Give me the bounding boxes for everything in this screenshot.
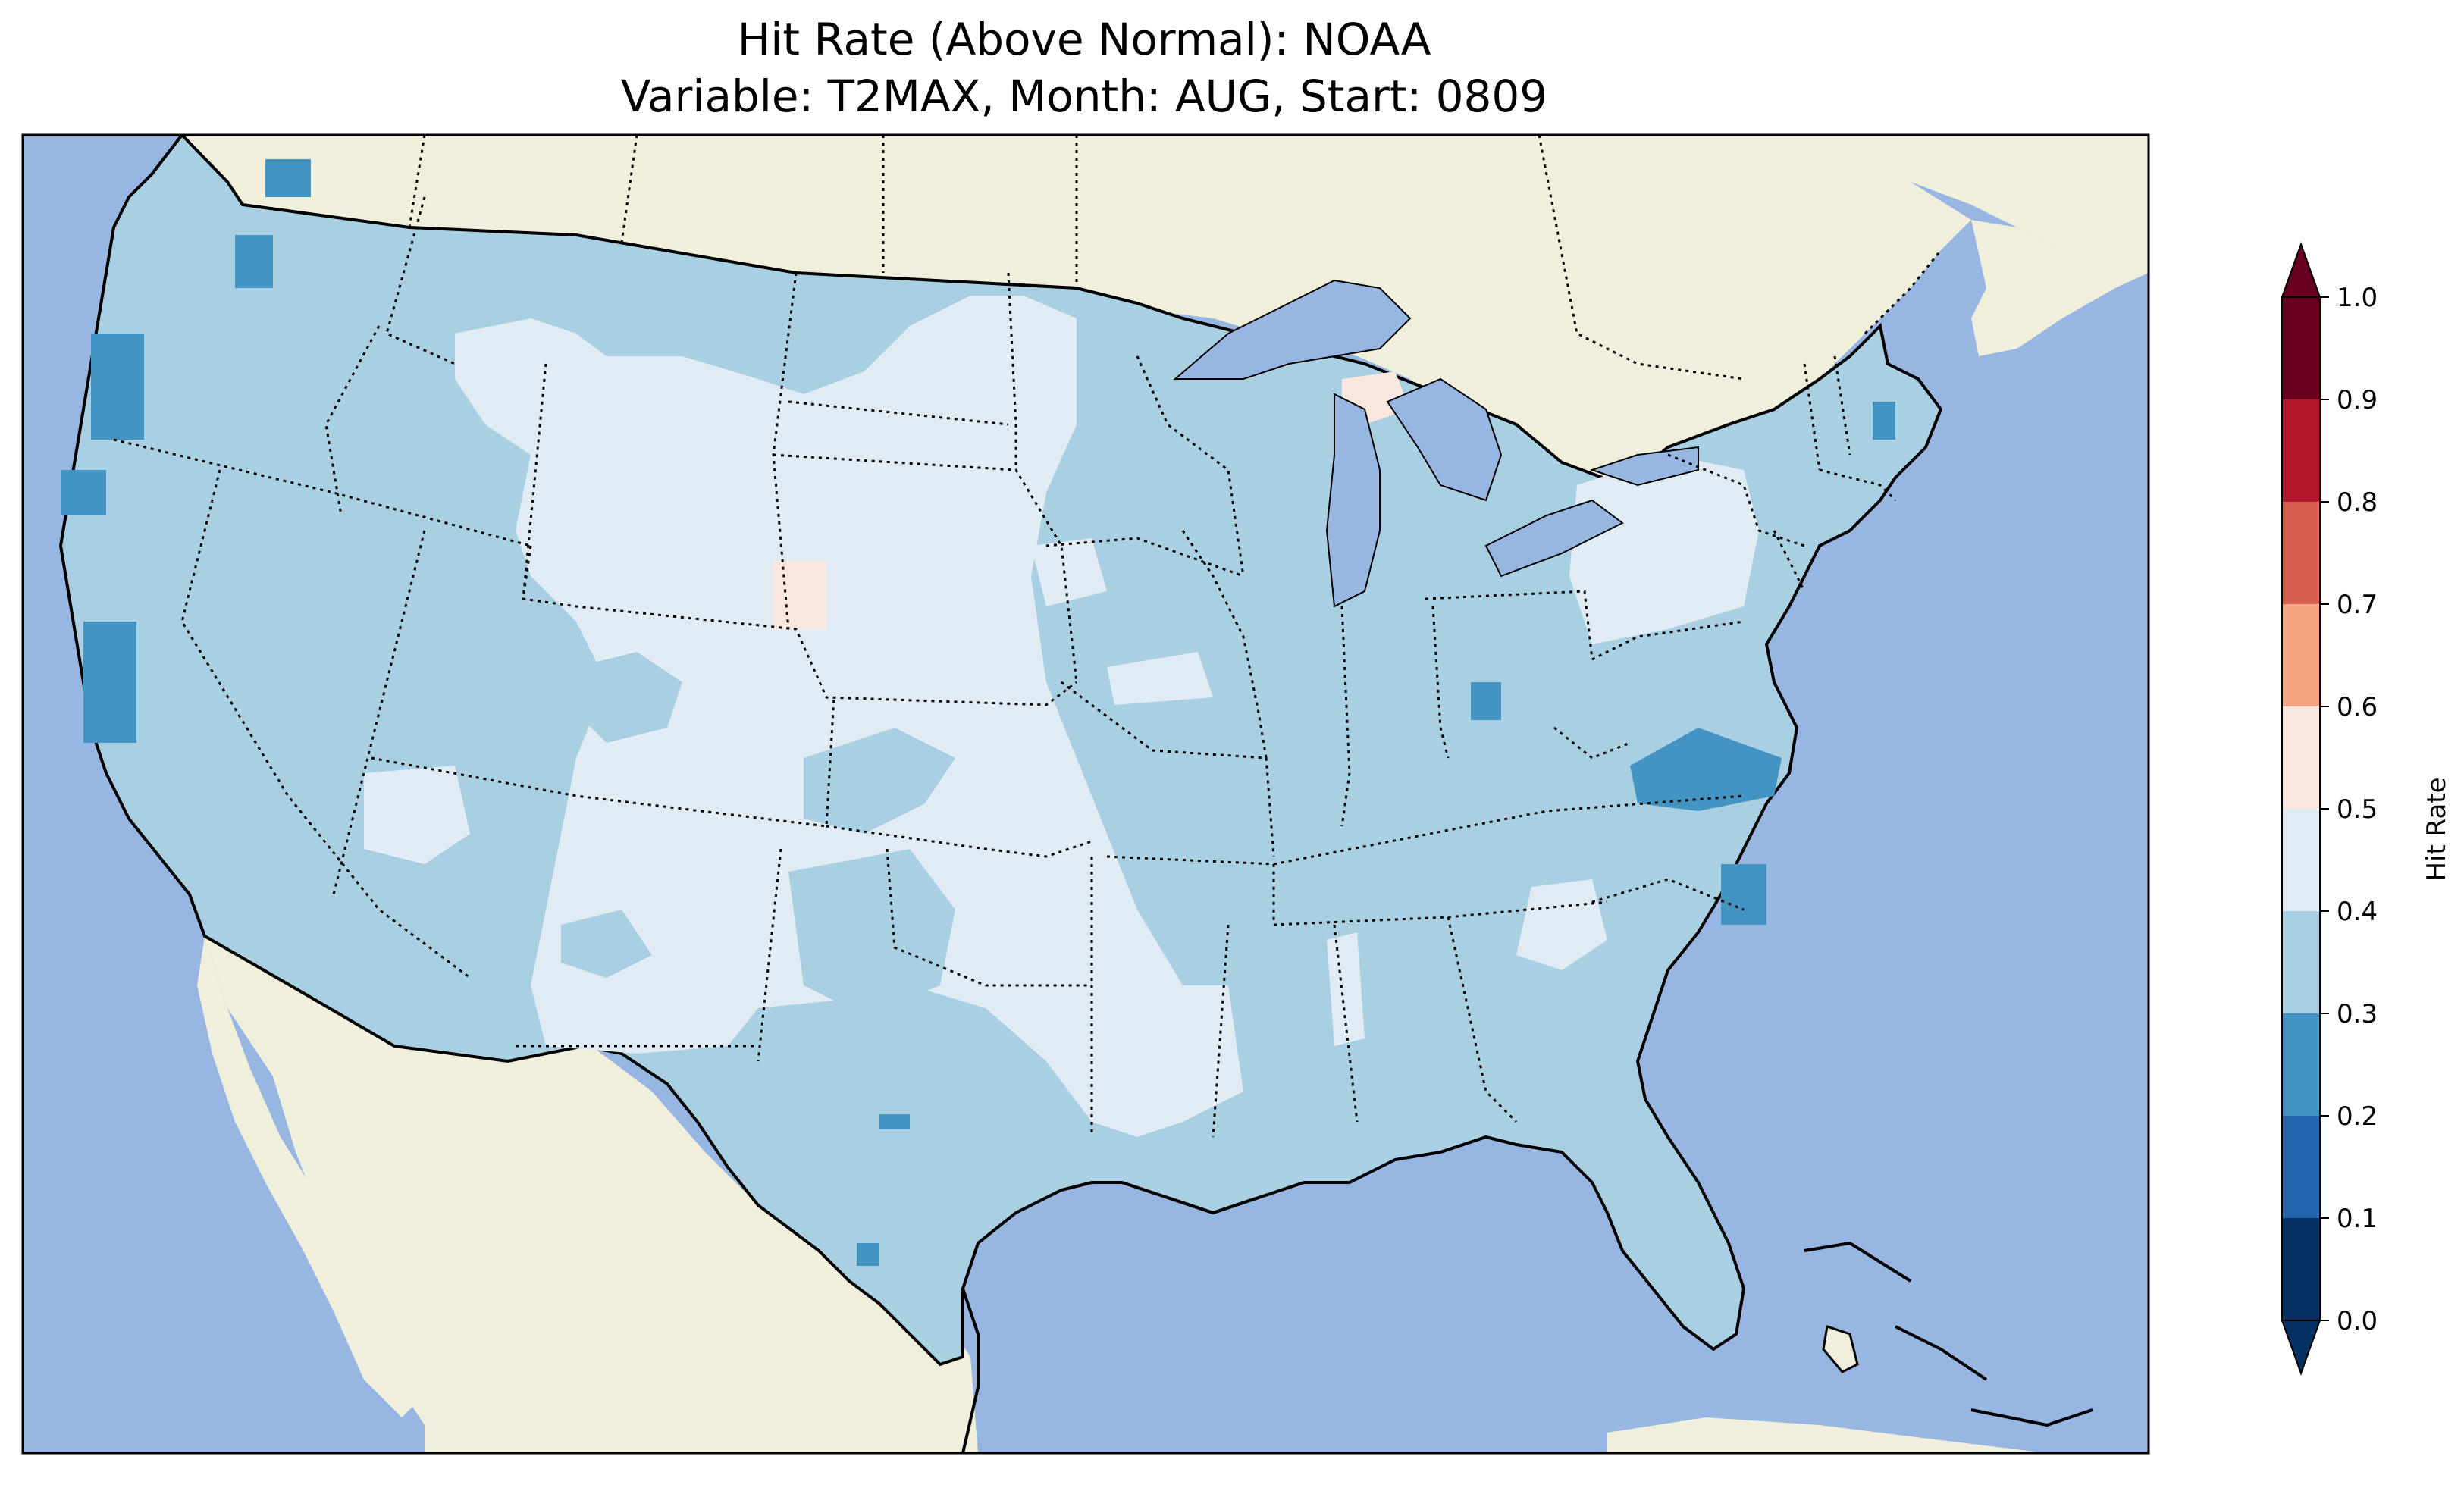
colorbar-bin xyxy=(2282,809,2320,911)
map-panel xyxy=(23,135,2149,1453)
colorbar-bin xyxy=(2282,1013,2320,1116)
colorbar-bins xyxy=(2282,297,2320,1320)
colorbar-bin xyxy=(2282,297,2320,399)
colorbar-tick-label: 0.2 xyxy=(2337,1101,2378,1132)
colorbar-tick-label: 0.1 xyxy=(2337,1204,2378,1234)
title-line-1: Hit Rate (Above Normal): NOAA xyxy=(738,14,1431,65)
colorbar-tick-label: 0.0 xyxy=(2337,1306,2378,1336)
colorbar-bin xyxy=(2282,1116,2320,1218)
colorbar: 0.0 0.1 0.2 0.3 0.4 0.5 0.6 0.7 0.8 0.9 1.0 Hit Ra… xyxy=(2282,244,2452,1373)
colorbar-label: Hit Rate xyxy=(2422,777,2452,881)
colorbar-bin xyxy=(2282,706,2320,809)
colorbar-tick-label: 0.4 xyxy=(2337,897,2378,927)
colorbar-tick-label: 0.9 xyxy=(2337,385,2378,415)
title-line-2: Variable: T2MAX, Month: AUG, Start: 0809 xyxy=(621,70,1547,122)
colorbar-bin xyxy=(2282,911,2320,1013)
colorbar-extend-bottom xyxy=(2282,1320,2320,1373)
colorbar-bin xyxy=(2282,604,2320,706)
colorbar-tick-label: 1.0 xyxy=(2337,283,2378,313)
colorbar-tick-label: 0.5 xyxy=(2337,794,2378,825)
colorbar-extend-top xyxy=(2282,244,2320,297)
colorbar-bin xyxy=(2282,502,2320,604)
colorbar-ticks: 0.0 0.1 0.2 0.3 0.4 0.5 0.6 0.7 0.8 0.9 1.0 xyxy=(2320,283,2378,1336)
colorbar-tick-label: 0.7 xyxy=(2337,590,2378,620)
colorbar-tick-label: 0.8 xyxy=(2337,487,2378,518)
colorbar-bin xyxy=(2282,399,2320,502)
colorbar-bin xyxy=(2282,1218,2320,1320)
colorbar-tick-label: 0.3 xyxy=(2337,999,2378,1029)
colorbar-tick-label: 0.6 xyxy=(2337,692,2378,722)
